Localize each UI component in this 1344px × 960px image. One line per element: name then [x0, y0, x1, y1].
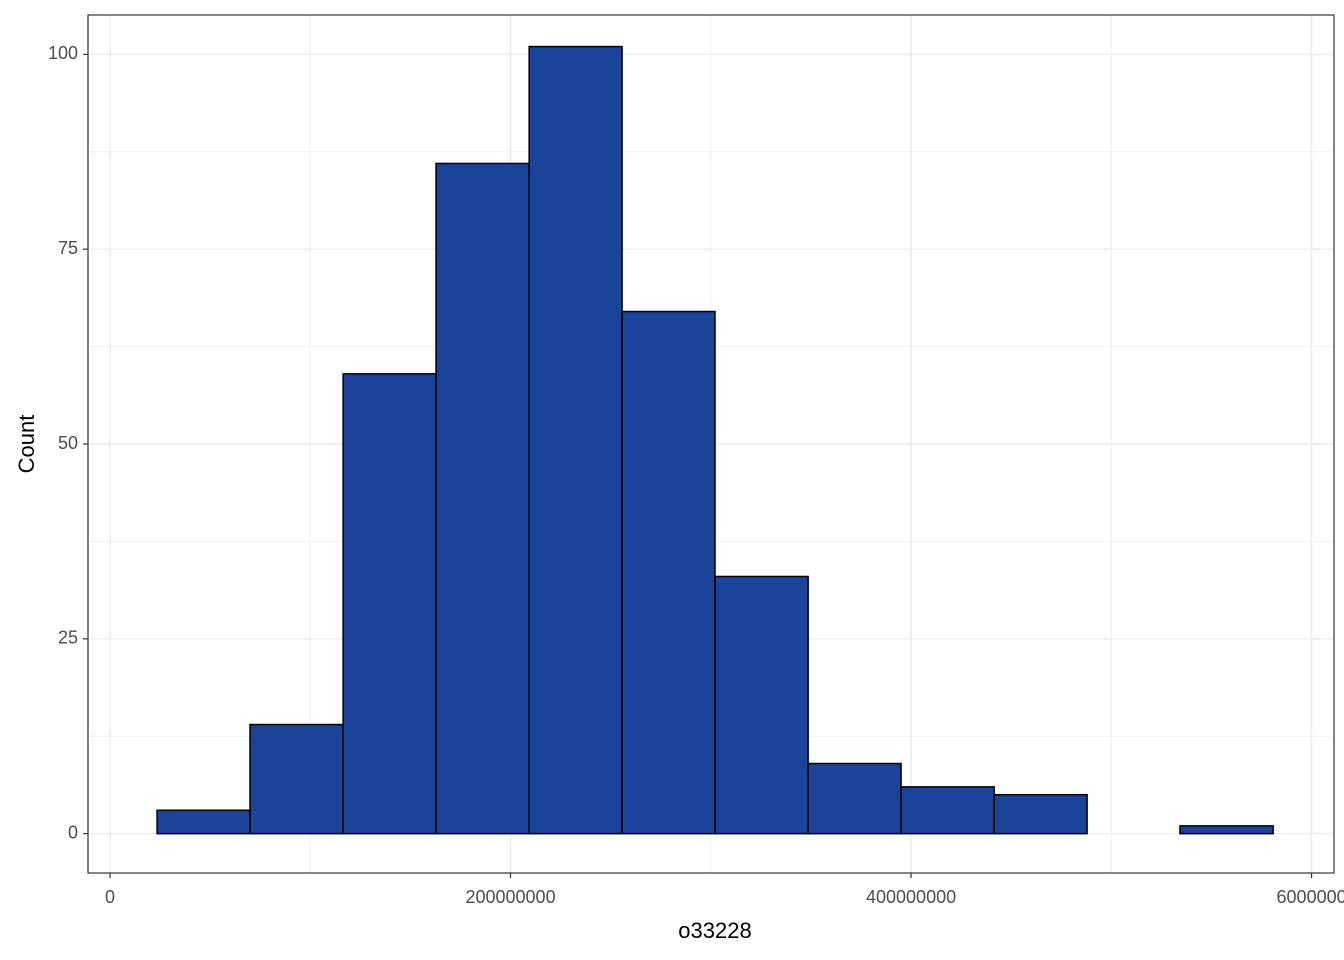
- bar: [1179, 825, 1274, 835]
- y-tick-label: 75: [58, 238, 78, 258]
- x-tick-label: 200000000: [465, 887, 555, 907]
- bar: [621, 310, 716, 835]
- y-tick-label: 25: [58, 628, 78, 648]
- bar: [993, 793, 1088, 835]
- bar: [156, 809, 251, 835]
- bar: [435, 162, 530, 835]
- bar: [249, 723, 344, 835]
- bar: [342, 373, 437, 835]
- x-tick-label: 0: [105, 887, 115, 907]
- x-axis-title: o33228: [678, 918, 751, 943]
- bar: [807, 762, 902, 835]
- panel-border: [87, 14, 1335, 874]
- x-tick-label: 400000000: [866, 887, 956, 907]
- bar: [528, 45, 623, 835]
- y-tick-label: 0: [68, 822, 78, 842]
- bar: [714, 575, 809, 835]
- x-tick-label: 6000000: [1277, 887, 1344, 907]
- y-tick-label: 50: [58, 433, 78, 453]
- y-tick-label: 100: [48, 43, 78, 63]
- bar: [900, 786, 995, 835]
- y-axis-title: Count: [14, 415, 39, 474]
